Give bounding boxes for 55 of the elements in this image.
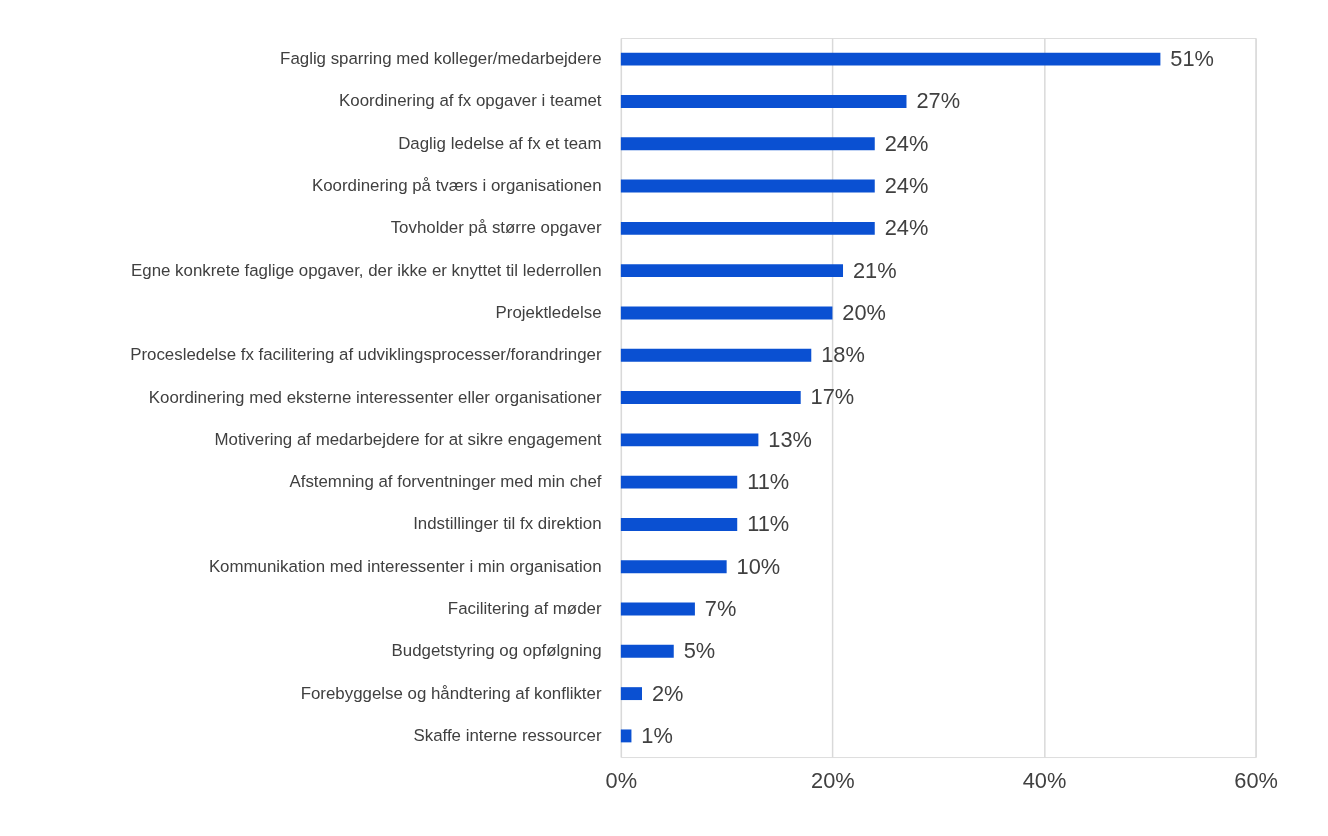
bar — [620, 475, 738, 489]
x-tick-label: 60% — [1234, 768, 1278, 794]
bar — [620, 348, 812, 362]
data-label: 11% — [747, 469, 790, 495]
data-label: 51% — [1170, 46, 1214, 72]
y-tick-label: Indstillinger til fx direktion — [413, 514, 602, 534]
data-label: 27% — [916, 88, 961, 114]
data-label: 21% — [852, 257, 897, 283]
data-label: 18% — [821, 342, 865, 368]
data-label: 2% — [651, 680, 684, 706]
data-label: 7% — [704, 595, 737, 621]
data-label: 1% — [641, 722, 673, 748]
y-tick-label: Kommunikation med interessenter i min organisation — [208, 556, 602, 576]
bar — [620, 179, 875, 193]
x-tick-label: 20% — [811, 768, 855, 794]
data-label: 24% — [884, 215, 929, 241]
y-tick-label: Koordinering med eksterne interessenter eller organisationer — [148, 387, 602, 407]
y-tick-label: Skaffe interne ressourcer — [413, 725, 602, 745]
bar — [620, 729, 632, 743]
y-tick-label: Koordinering på tværs i organisationen — [311, 176, 602, 196]
bar — [620, 137, 875, 151]
bar — [620, 602, 695, 616]
bar — [620, 560, 727, 574]
x-tick-label: 40% — [1022, 768, 1067, 794]
data-label: 13% — [768, 426, 812, 452]
y-tick-label: Egne konkrete faglige opgaver, der ikke er knyttet til lederrollen — [131, 260, 602, 280]
bar — [620, 95, 907, 108]
y-tick-label: Budgetstyring og opfølgning — [391, 641, 602, 661]
y-tick-label: Projektledelse — [495, 302, 602, 322]
data-label: 24% — [884, 173, 929, 198]
data-label: 20% — [842, 299, 886, 325]
bar — [620, 644, 674, 658]
y-tick-label: Afstemning af forventninger med min chef — [289, 472, 602, 492]
data-label: 10% — [736, 553, 781, 579]
y-tick-label: Procesledelse fx facilitering af udviklingsprocesser/forandringer — [130, 345, 602, 365]
bar — [620, 306, 833, 320]
data-label: 17% — [810, 384, 855, 410]
data-label: 5% — [683, 638, 716, 664]
y-tick-label: Motivering af medarbejdere for at sikre engagement — [214, 429, 602, 449]
data-label: 24% — [884, 130, 929, 156]
bar — [620, 433, 759, 447]
bar — [620, 687, 643, 701]
y-tick-label: Koordinering af fx opgaver i teamet — [339, 91, 602, 111]
bar — [620, 517, 738, 531]
y-tick-label: Faglig sparring med kolleger/medarbejdere — [280, 49, 602, 69]
y-tick-label: Facilitering af møder — [447, 598, 602, 618]
y-tick-label: Forebyggelse og håndtering af konflikter — [300, 683, 602, 703]
bar — [620, 221, 875, 235]
y-tick-label: Daglig ledelse af fx et team — [398, 133, 602, 153]
bar — [620, 264, 844, 278]
bar — [620, 52, 1161, 66]
bar — [620, 391, 801, 404]
data-label: 11% — [747, 511, 790, 537]
x-tick-label: 0% — [605, 768, 638, 794]
y-tick-label: Tovholder på større opgaver — [390, 218, 602, 238]
